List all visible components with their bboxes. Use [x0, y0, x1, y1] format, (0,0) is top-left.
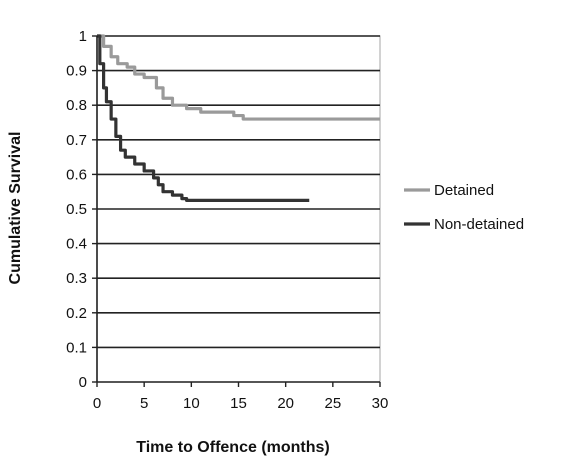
legend-label-non-detained: Non-detained: [434, 216, 524, 233]
y-tick-label-7: 0.7: [66, 132, 87, 149]
y-tick-label-10: 1: [79, 28, 87, 45]
series-line-detained: [97, 34, 380, 121]
x-tick-label-1: 5: [140, 395, 148, 412]
axes: [92, 35, 381, 387]
series-line-non-detained: [97, 34, 310, 202]
x-tick-label-2: 10: [183, 395, 200, 412]
y-tick-label-1: 0.1: [66, 339, 87, 356]
x-tick-label-4: 20: [277, 395, 294, 412]
x-tick-label-5: 25: [324, 395, 341, 412]
y-tick-label-0: 0: [79, 374, 87, 391]
x-tick-label-6: 30: [372, 395, 389, 412]
y-axis-label: Cumulative Survival: [7, 132, 24, 285]
y-tick-label-4: 0.4: [66, 236, 87, 253]
x-tick-label-0: 0: [93, 395, 101, 412]
x-axis-label: Time to Offence (months): [136, 439, 330, 456]
y-tick-label-3: 0.3: [66, 270, 87, 287]
x-tick-label-3: 15: [230, 395, 247, 412]
legend-label-detained: Detained: [434, 182, 494, 199]
y-tick-label-2: 0.2: [66, 305, 87, 322]
y-tick-label-6: 0.6: [66, 166, 87, 183]
tick-labels: 00.10.20.30.40.50.60.70.80.910 5 10 15 20 25 3…: [66, 28, 388, 412]
y-tick-label-8: 0.8: [66, 97, 87, 114]
gridlines: [96, 35, 381, 383]
series-lines: [97, 34, 380, 202]
legend: Detained Non-detained: [404, 182, 524, 233]
y-tick-label-9: 0.9: [66, 63, 87, 80]
y-tick-label-5: 0.5: [66, 201, 87, 218]
